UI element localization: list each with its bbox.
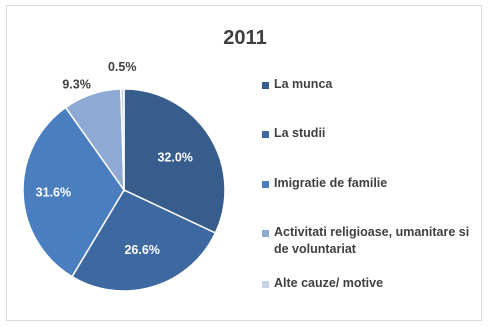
pie-slice-la-munca xyxy=(123,88,226,234)
legend-swatch xyxy=(262,281,269,288)
data-label-imigratie-de-familie: 31.6% xyxy=(36,185,71,199)
data-label-la-studii: 26.6% xyxy=(124,243,159,257)
legend-label: Activitati religioase, umanitare si de v… xyxy=(274,225,470,256)
legend-swatch xyxy=(262,181,269,188)
data-label-activitati-religioase-umanitare-si-de-voluntariat: 9.3% xyxy=(62,77,91,91)
pie-slice-imigratie-de-familie xyxy=(22,106,125,278)
legend-label: La munca xyxy=(274,77,333,91)
pie-slice-alte-cauze-motive xyxy=(120,88,125,191)
legend-label: Alte cauze/ motive xyxy=(274,276,384,290)
legend-swatch xyxy=(262,82,269,89)
data-label-alte-cauze-motive: 0.5% xyxy=(108,60,137,74)
legend-label: La studii xyxy=(274,126,326,140)
legend-swatch xyxy=(262,131,269,138)
legend-swatch xyxy=(262,230,269,237)
chart-title: 2011 xyxy=(223,27,267,49)
data-label-la-munca: 32.0% xyxy=(157,151,192,165)
pie-slice-la-studii xyxy=(71,189,217,292)
legend-label: Imigratie de familie xyxy=(274,176,388,190)
